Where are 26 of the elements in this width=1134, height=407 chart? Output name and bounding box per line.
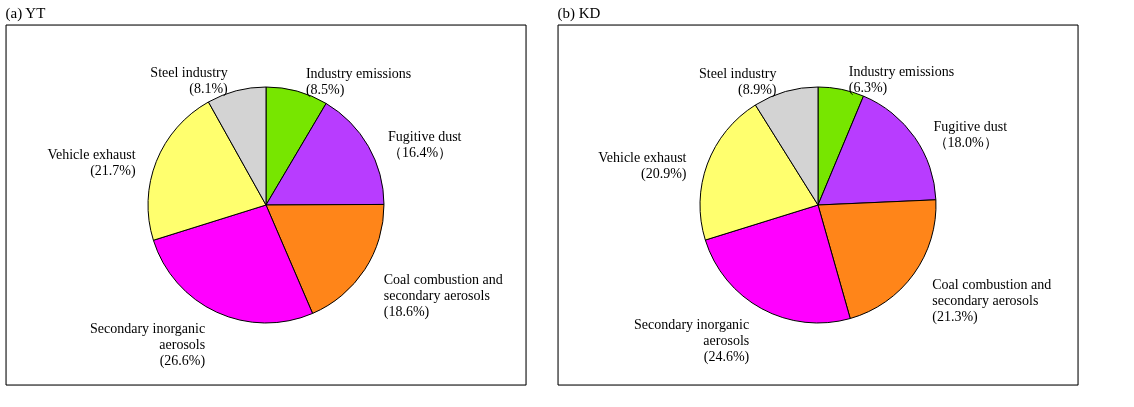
data-label: (21.3%) <box>932 308 979 325</box>
slice-label: Steel industry <box>150 65 228 81</box>
data-label: (21.7%) <box>90 162 136 179</box>
chart-title: (b) KD <box>557 4 601 22</box>
slice-label: Steel industry <box>699 66 777 82</box>
data-label: （16.4%） <box>387 145 453 161</box>
slice-label: Fugitive dust <box>933 119 1008 135</box>
slice-label: Secondary inorganic aerosols <box>634 316 750 348</box>
data-label: (8.9%) <box>737 82 777 99</box>
slice-label: Coal combustion and secondary aerosols <box>932 276 1052 308</box>
slice-label: Coal combustion and secondary aerosols <box>383 271 503 303</box>
slice-label: Industry emissions <box>305 65 412 81</box>
data-label: (20.9%) <box>640 165 687 182</box>
data-label: (6.3%) <box>848 79 888 96</box>
data-label: (8.1%) <box>189 81 229 98</box>
slice-label: Vehicle exhaust <box>598 149 687 165</box>
chart-title: (a) YT <box>5 4 46 22</box>
data-label: (8.5%) <box>305 81 345 98</box>
data-label: （18.0%） <box>933 135 998 151</box>
slice-label: Industry emissions <box>848 63 955 79</box>
data-label: (26.6%) <box>159 352 206 369</box>
slice-label: Fugitive dust <box>387 129 462 145</box>
data-label: (24.6%) <box>703 348 750 365</box>
data-label: (18.6%) <box>383 303 430 320</box>
slice-label: Secondary inorganic aerosols <box>89 320 206 352</box>
slice-label: Vehicle exhaust <box>47 146 136 162</box>
